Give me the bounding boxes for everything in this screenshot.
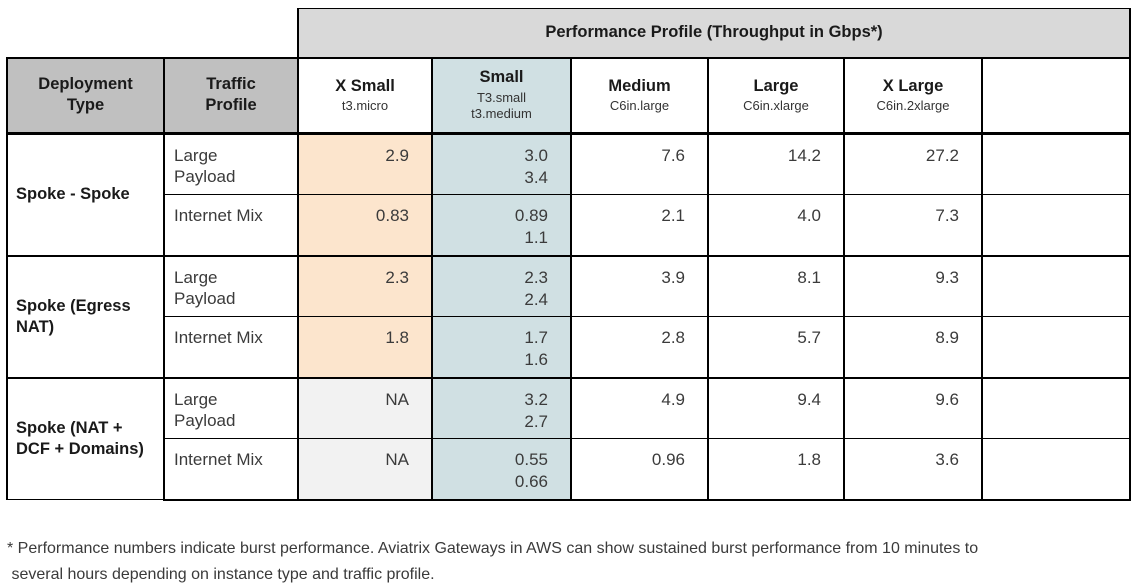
- size-name: Large: [753, 76, 799, 95]
- banner-row: Performance Profile (Throughput in Gbps*…: [7, 8, 1132, 58]
- value-cell: 7.6: [570, 132, 709, 195]
- value-cell: 9.4: [707, 376, 845, 439]
- value-cell: 9.6: [843, 376, 983, 439]
- size-name: Small: [479, 68, 524, 87]
- banner-spacer: [7, 8, 298, 58]
- header-row: Deployment Type Traffic Profile X Small …: [6, 56, 1132, 135]
- header-size-x-large: X Large C6in.2xlarge: [843, 56, 983, 135]
- deployment-cell-spoke-egress-nat: Spoke (Egress NAT): [6, 254, 165, 378]
- table-row: Spoke (NAT + DCF + Domains) Large Payloa…: [6, 376, 1132, 500]
- performance-table: Performance Profile (Throughput in Gbps*…: [6, 8, 1132, 501]
- size-name: X Large: [882, 76, 944, 95]
- value-cell: 0.55 0.66: [431, 438, 572, 501]
- deployment-cell-spoke-nat-dcf-domains: Spoke (NAT + DCF + Domains): [6, 376, 165, 500]
- value-cell: 14.2: [707, 132, 845, 195]
- header-size-medium: Medium C6in.large: [570, 56, 709, 135]
- value-cell: 2.3 2.4: [431, 254, 572, 317]
- value-cell: 3.9: [570, 254, 709, 317]
- value-cell: 8.1: [707, 254, 845, 317]
- value-cell: 2.8: [570, 316, 709, 378]
- value-cell-empty: [980, 132, 1132, 195]
- footnote: * Performance numbers indicate burst per…: [7, 540, 979, 584]
- value-cell: 0.83: [297, 194, 433, 256]
- header-size-large: Large C6in.xlarge: [707, 56, 845, 135]
- value-cell: 3.2 2.7: [431, 376, 572, 439]
- header-traffic-profile: Traffic Profile: [163, 56, 299, 135]
- value-cell-empty: [980, 376, 1132, 439]
- performance-profile-banner: Performance Profile (Throughput in Gbps*…: [296, 8, 1132, 58]
- value-cell: NA: [297, 376, 433, 439]
- size-name: X Small: [335, 76, 395, 95]
- traffic-profile-cell: Large Payload: [163, 376, 299, 439]
- value-cell: 3.0 3.4: [431, 132, 572, 195]
- header-size-x-small: X Small t3.micro: [297, 56, 433, 135]
- traffic-profile-cell: Internet Mix: [163, 438, 299, 501]
- value-cell: 8.9: [843, 316, 983, 378]
- value-cell: 1.8: [707, 438, 845, 501]
- value-cell: 1.8: [297, 316, 433, 378]
- size-instances: C6in.large: [609, 98, 670, 114]
- table-row: Internet Mix 1.8 1.7 1.6 2.8 5.7 8.9: [7, 316, 1132, 378]
- header-size-empty: [980, 56, 1132, 135]
- value-cell: 2.1: [570, 194, 709, 256]
- table-row: Spoke - Spoke Large Payload 2.9 3.0 3.4 …: [6, 132, 1132, 256]
- table-row: Spoke (Egress NAT) Large Payload 2.3 2.3…: [6, 254, 1132, 378]
- traffic-profile-cell: Large Payload: [163, 254, 299, 317]
- size-name: Medium: [608, 76, 671, 95]
- value-cell: 0.89 1.1: [431, 194, 572, 256]
- traffic-profile-cell: Internet Mix: [163, 194, 299, 256]
- size-instances: C6in.xlarge: [743, 98, 809, 114]
- value-cell: NA: [297, 438, 433, 501]
- value-cell: 9.3: [843, 254, 983, 317]
- value-cell: 4.9: [570, 376, 709, 439]
- deployment-cell-spoke-spoke: Spoke - Spoke: [6, 132, 165, 256]
- value-cell: 3.6: [843, 438, 983, 501]
- value-cell-empty: [980, 254, 1132, 317]
- value-cell: 4.0: [707, 194, 845, 256]
- value-cell: 1.7 1.6: [431, 316, 572, 378]
- value-cell: 2.9: [297, 132, 433, 195]
- size-instances: C6in.2xlarge: [876, 98, 950, 114]
- header-deployment-type: Deployment Type: [6, 56, 165, 135]
- table-row: Internet Mix 0.83 0.89 1.1 2.1 4.0 7.3: [7, 194, 1132, 256]
- value-cell-empty: [980, 316, 1132, 378]
- value-cell: 0.96: [570, 438, 709, 501]
- value-cell-empty: [980, 438, 1132, 501]
- size-instances: t3.micro: [341, 98, 389, 114]
- value-cell: 2.3: [297, 254, 433, 317]
- value-cell: 7.3: [843, 194, 983, 256]
- header-size-small: Small T3.small t3.medium: [431, 56, 572, 135]
- traffic-profile-cell: Large Payload: [163, 132, 299, 195]
- value-cell-empty: [980, 194, 1132, 256]
- size-instances: T3.small t3.medium: [471, 89, 532, 122]
- table-row: Internet Mix NA 0.55 0.66 0.96 1.8 3.6: [7, 438, 1132, 501]
- value-cell: 5.7: [707, 316, 845, 378]
- traffic-profile-cell: Internet Mix: [163, 316, 299, 378]
- value-cell: 27.2: [843, 132, 983, 195]
